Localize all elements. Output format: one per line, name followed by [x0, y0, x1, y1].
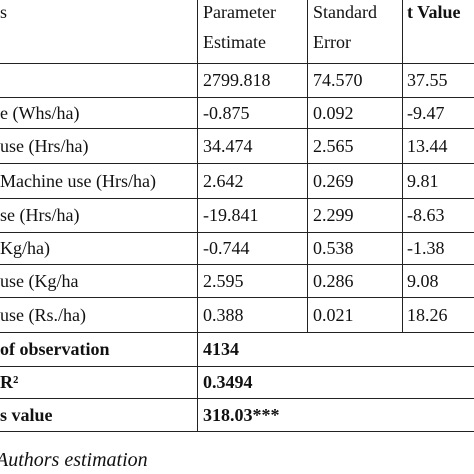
cell: 18.26 [407, 304, 448, 325]
cell: 2799.818 [203, 70, 271, 90]
rule [0, 264, 474, 265]
cell: 2.299 [313, 205, 354, 225]
header-cell: Standard [313, 2, 377, 22]
cell: 74.570 [313, 70, 363, 90]
cell: 0.269 [313, 170, 354, 191]
rule [0, 366, 474, 367]
cell: 2.642 [203, 170, 244, 191]
rule [402, 0, 403, 332]
cell: use (Kg/ha [0, 270, 79, 291]
rule [0, 97, 474, 98]
cell: 0.021 [313, 304, 354, 325]
summary-value: 4134 [203, 339, 239, 359]
header-cell: Parameter [203, 2, 276, 22]
cell: 0.286 [313, 270, 354, 291]
header-cell: t Value [407, 2, 461, 22]
summary-label: of observation [0, 339, 110, 359]
rule [0, 297, 474, 298]
summary-value: 318.03*** [203, 404, 280, 425]
cell: use (Rs./ha) [0, 304, 86, 325]
rule [0, 232, 474, 233]
cell: -8.63 [407, 205, 445, 225]
note: Authors estimation [0, 449, 148, 471]
cell: use (Hrs/ha) [0, 135, 89, 156]
summary-label: s value [0, 404, 53, 425]
header-cell: Error [313, 32, 351, 52]
header-cell: s [0, 2, 8, 22]
cell: 9.08 [407, 270, 439, 291]
rule [0, 198, 474, 199]
cell: -1.38 [407, 238, 445, 258]
cell: 0.388 [203, 304, 244, 325]
rule [0, 398, 474, 399]
cell: 34.474 [203, 135, 253, 156]
cell: 13.44 [407, 135, 448, 156]
summary-label: R² [0, 372, 19, 392]
rule [0, 63, 474, 64]
cell: 0.092 [313, 102, 354, 123]
cell: 9.81 [407, 170, 439, 191]
rule [0, 431, 474, 432]
cell: Kg/ha) [0, 238, 50, 258]
rule [0, 128, 474, 129]
cell: 0.538 [313, 238, 354, 258]
cell: Machine use (Hrs/ha) [0, 170, 156, 191]
cell: -9.47 [407, 102, 445, 123]
header-cell: Estimate [203, 32, 266, 52]
rule [0, 332, 474, 333]
rule [197, 332, 198, 431]
rule [307, 0, 308, 332]
cell: -0.875 [203, 102, 250, 123]
rule [197, 0, 198, 332]
cell: 2.595 [203, 270, 244, 291]
summary-value: 0.3494 [203, 372, 253, 392]
rule [0, 163, 474, 164]
cell: se (Hrs/ha) [0, 205, 80, 225]
cell: e (Whs/ha) [0, 102, 80, 123]
cell: 2.565 [313, 135, 354, 156]
cell: -19.841 [203, 205, 259, 225]
cell: -0.744 [203, 238, 250, 258]
cell: 37.55 [407, 70, 448, 90]
